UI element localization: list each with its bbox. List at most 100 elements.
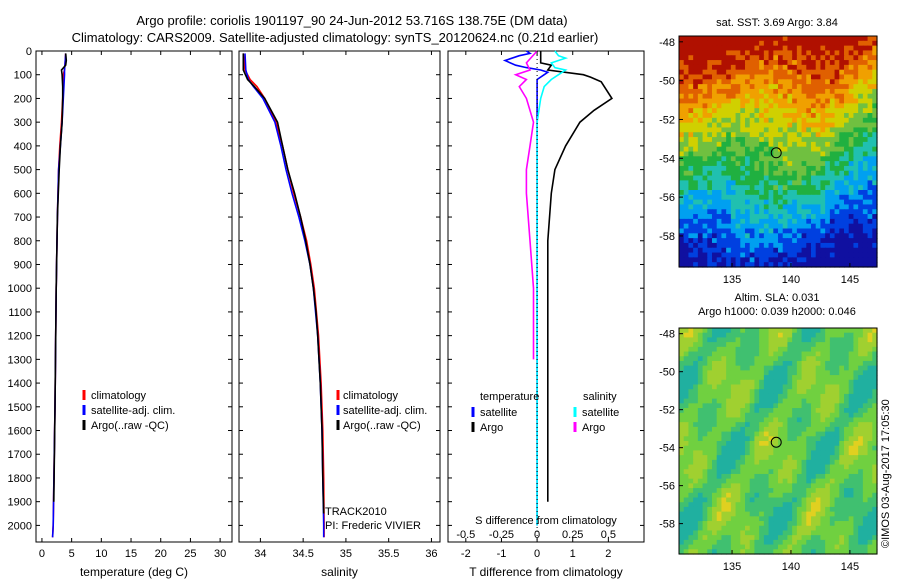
map-cell xyxy=(858,384,864,390)
map-cell xyxy=(679,365,685,371)
map-cell xyxy=(806,511,812,517)
map-cell xyxy=(707,426,713,433)
map-cell xyxy=(820,132,826,138)
map-cell xyxy=(716,64,723,71)
map-cell xyxy=(806,108,812,114)
map-cell xyxy=(862,492,869,499)
map-cell xyxy=(749,242,756,249)
map-cell xyxy=(839,218,845,225)
map-cell xyxy=(820,194,826,201)
map-cell xyxy=(726,328,732,334)
map-cell xyxy=(683,262,690,268)
map-cell xyxy=(862,165,869,172)
map-cell xyxy=(773,525,779,532)
map-cell xyxy=(811,190,817,196)
map-x-tick-label: 145 xyxy=(841,274,859,286)
map-cell xyxy=(721,185,727,191)
map-cell xyxy=(825,403,831,409)
map-cell xyxy=(829,393,836,400)
map-cell xyxy=(679,137,685,143)
map-cell xyxy=(721,93,727,100)
map-cell xyxy=(683,151,690,157)
map-cell xyxy=(806,242,812,249)
map-cell xyxy=(688,252,694,258)
map-cell xyxy=(702,60,708,66)
map-cell xyxy=(829,132,836,138)
map-cell xyxy=(745,351,751,357)
map-cell xyxy=(867,502,873,508)
map-cell xyxy=(754,492,760,499)
map-cell xyxy=(848,88,855,95)
map-cell xyxy=(745,337,751,343)
map-cell xyxy=(839,535,845,541)
map-cell xyxy=(726,356,732,362)
map-cell xyxy=(702,351,708,357)
map-cell xyxy=(773,422,779,428)
map-cell xyxy=(707,389,713,395)
map-cell xyxy=(848,69,855,76)
map-cell xyxy=(693,238,699,244)
map-cell xyxy=(754,233,760,239)
map-cell xyxy=(754,389,760,395)
map-cell xyxy=(811,478,817,484)
map-cell xyxy=(787,156,793,162)
map-cell xyxy=(683,238,690,244)
map-cell xyxy=(787,464,793,470)
map-cell xyxy=(796,151,803,157)
map-cell xyxy=(853,398,859,404)
map-cell xyxy=(825,252,831,258)
map-cell xyxy=(825,539,831,546)
sst-map: 135 140 145-48-50-52-54-56-58 xyxy=(659,35,878,286)
map-cell xyxy=(702,506,708,513)
map-cell xyxy=(848,214,855,220)
map-cell xyxy=(792,511,798,517)
map-cell xyxy=(754,549,760,555)
map-cell xyxy=(679,360,685,367)
map-cell xyxy=(745,464,751,470)
map-cell xyxy=(862,146,869,153)
map-cell xyxy=(848,132,855,138)
map-cell xyxy=(679,431,685,437)
map-cell xyxy=(853,403,859,409)
map-cell xyxy=(820,356,826,362)
map-cell xyxy=(693,60,699,66)
map-cell xyxy=(801,247,807,254)
map-cell xyxy=(806,497,812,503)
map-cell xyxy=(726,478,732,484)
map-cell xyxy=(872,36,878,42)
map-cell xyxy=(683,370,690,376)
map-cell xyxy=(848,45,855,52)
map-cell xyxy=(763,412,770,419)
map-cell xyxy=(773,455,779,461)
map-cell xyxy=(726,549,732,555)
map-cell xyxy=(745,422,751,428)
map-cell xyxy=(735,132,741,138)
map-cell xyxy=(749,199,756,206)
map-cell xyxy=(721,132,727,138)
map-cell xyxy=(679,408,685,414)
map-cell xyxy=(763,403,770,409)
map-cell xyxy=(754,422,760,428)
map-cell xyxy=(796,408,803,414)
map-cell xyxy=(712,483,718,489)
map-cell xyxy=(726,332,732,339)
map-cell xyxy=(815,521,822,527)
map-cell xyxy=(759,351,765,357)
map-cell xyxy=(740,242,746,249)
map-cell xyxy=(867,194,873,201)
map-cell xyxy=(712,185,718,191)
map-cell xyxy=(745,384,751,390)
map-cell xyxy=(759,525,765,532)
map-cell xyxy=(683,247,690,254)
map-cell xyxy=(853,459,859,466)
map-cell xyxy=(749,426,756,433)
map-cell xyxy=(820,473,826,480)
map-cell xyxy=(763,455,770,461)
map-cell xyxy=(749,478,756,484)
map-cell xyxy=(773,228,779,234)
map-cell xyxy=(707,535,713,541)
map-cell xyxy=(697,488,704,494)
map-cell xyxy=(735,525,741,532)
map-cell xyxy=(735,389,741,395)
